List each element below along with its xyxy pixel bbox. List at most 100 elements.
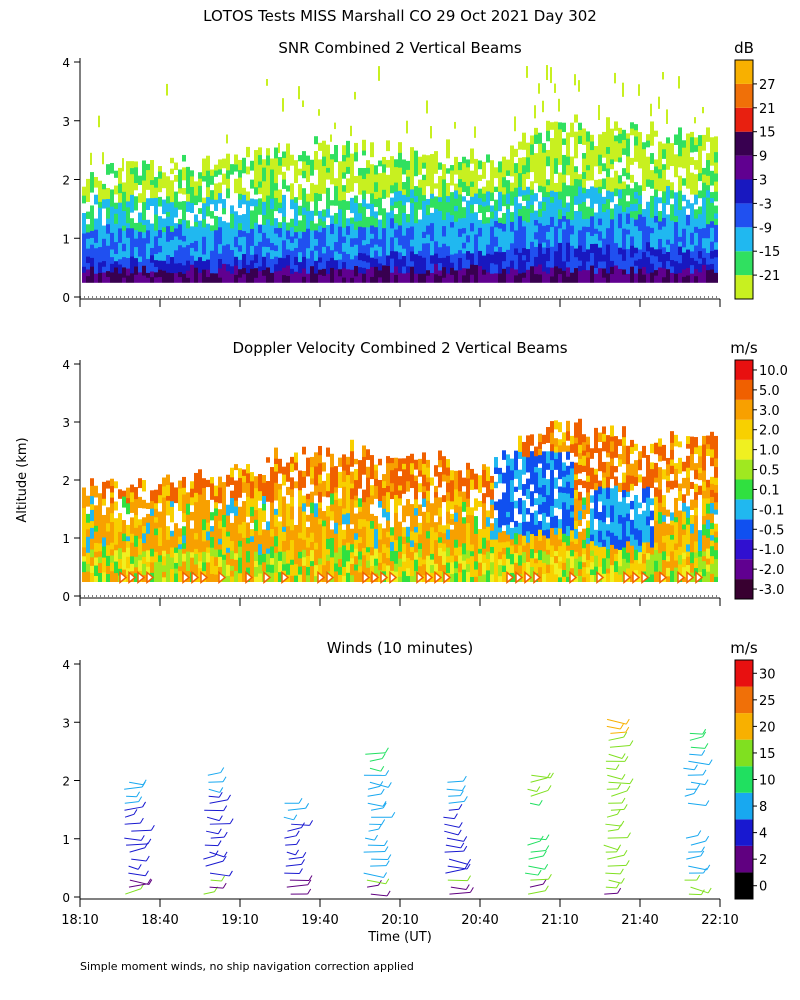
colorbar-label: 0.5 (759, 464, 780, 479)
colorbar-swatch (735, 845, 753, 873)
colorbar-swatch (735, 739, 753, 767)
y-tick-label: 1 (62, 833, 70, 847)
wind-barb-flag (221, 875, 225, 882)
wind-barb (687, 802, 706, 806)
wind-barb (688, 760, 710, 766)
wind-barb-flag (623, 849, 628, 856)
colorbar-swatch (735, 766, 753, 793)
wind-barb (449, 891, 471, 895)
wind-barb-flag (625, 718, 630, 725)
colorbar-swatch (735, 399, 753, 420)
wind-barb-flag (142, 801, 146, 808)
colorbar-label: -3.0 (759, 583, 784, 598)
y-tick-label: 0 (62, 291, 70, 305)
y-tick-label: 0 (62, 590, 70, 604)
wind-barb (688, 893, 702, 896)
colorbar-swatch (735, 479, 753, 500)
winds-panel: Winds (10 minutes) 0 1 2 3 4 18:10 18:40 19:10… (61, 639, 775, 928)
wind-barb (605, 886, 617, 889)
wind-barb-flag (380, 788, 385, 795)
colorbar-label: 25 (759, 694, 776, 709)
wind-barb-flag (387, 854, 392, 860)
wind-barb (284, 835, 297, 839)
wind-barb (610, 731, 626, 734)
colorbar-label: -2.0 (759, 563, 784, 578)
wind-barb (610, 808, 625, 811)
wind-barb-flag (542, 850, 547, 857)
wind-barb (444, 850, 464, 853)
wind-barb (287, 807, 306, 811)
wind-barb-flag (617, 783, 622, 790)
wind-barb (285, 843, 297, 846)
colorbar-label: 15 (759, 747, 776, 762)
colorbar-label: -0.1 (759, 503, 784, 518)
x-tick-label: 18:40 (141, 913, 178, 928)
wind-barb-flag (305, 803, 310, 809)
colorbar-label: 27 (759, 78, 776, 93)
colorbar-label: -9 (759, 221, 772, 236)
wind-barb-flag (629, 778, 634, 784)
wind-barb (365, 752, 386, 755)
figure-title: LOTOS Tests MISS Marshall CO 29 Oct 2021… (203, 7, 597, 25)
wind-barb (124, 822, 141, 825)
wind-barb-flag (701, 750, 706, 756)
colorbar-swatch (735, 792, 753, 820)
wind-barb-flag (465, 884, 470, 890)
wind-barb-flag (705, 835, 710, 842)
wind-barb (447, 879, 468, 882)
wind-barb (208, 788, 220, 793)
wind-barb-flag (222, 776, 227, 783)
wind-barb (445, 868, 465, 874)
colorbar-label: 9 (759, 150, 767, 165)
colorbar-label: -15 (759, 245, 780, 260)
snr-colorbar: -21 -15 -9 -3 3 9 15 21 27 (734, 59, 780, 300)
wind-barb (129, 781, 144, 786)
wind-barb-flag (707, 887, 712, 894)
wind-barb (529, 802, 540, 806)
snr-title: SNR Combined 2 Vertical Beams (278, 39, 521, 57)
wind-barb-flag (702, 728, 707, 735)
wind-barb (607, 829, 619, 832)
colorbar-label: -0.5 (759, 523, 784, 538)
colorbar-label: 2 (759, 853, 767, 868)
doppler-axes (79, 360, 721, 606)
wind-barb-flag (544, 863, 549, 870)
wind-barb-flag (382, 801, 387, 807)
colorbar-swatch (735, 251, 753, 276)
wind-barb (443, 816, 455, 820)
wind-barb (287, 827, 302, 832)
wind-barb-flag (547, 785, 552, 791)
wind-barb (605, 872, 621, 875)
wind-barb (527, 788, 537, 793)
wind-barb-flag (700, 889, 705, 895)
wind-barb-flag (385, 860, 390, 866)
wind-barb-flag (617, 844, 622, 850)
winds-x-ticks: 18:10 18:40 19:10 19:40 20:10 20:40 21:10 21:40… (61, 913, 738, 928)
wind-barb-flag (464, 863, 469, 870)
wind-barb (689, 736, 703, 741)
wind-barb-flag (459, 790, 464, 796)
wind-barb (363, 872, 384, 878)
wind-barb (209, 799, 228, 804)
colorbar-swatch (735, 419, 753, 440)
wind-barb (448, 858, 468, 865)
wind-barb (530, 837, 547, 841)
wind-barb (448, 800, 465, 804)
wind-barb-flag (453, 813, 458, 819)
wind-barb (286, 884, 308, 888)
wind-barb (684, 793, 695, 797)
wind-barb-flag (620, 878, 625, 884)
wind-barb (686, 855, 701, 860)
wind-barb (124, 801, 139, 804)
wind-barb (527, 840, 541, 846)
wind-barb-flag (702, 731, 707, 738)
colorbar-label: 20 (759, 720, 776, 735)
wind-barb (689, 753, 702, 756)
colorbar-label: 3 (759, 174, 767, 189)
wind-barb-flag (147, 838, 152, 845)
y-tick-label: 2 (62, 174, 70, 188)
wind-barb-flag (623, 804, 628, 810)
doppler-colorbar: 10.0 5.0 3.0 2.0 1.0 0.5 0.1 -0.1 -0.5 -1.0 -2.0 -3… (734, 359, 788, 600)
wind-barb (126, 843, 148, 846)
colorbar-label: -3 (759, 197, 772, 212)
